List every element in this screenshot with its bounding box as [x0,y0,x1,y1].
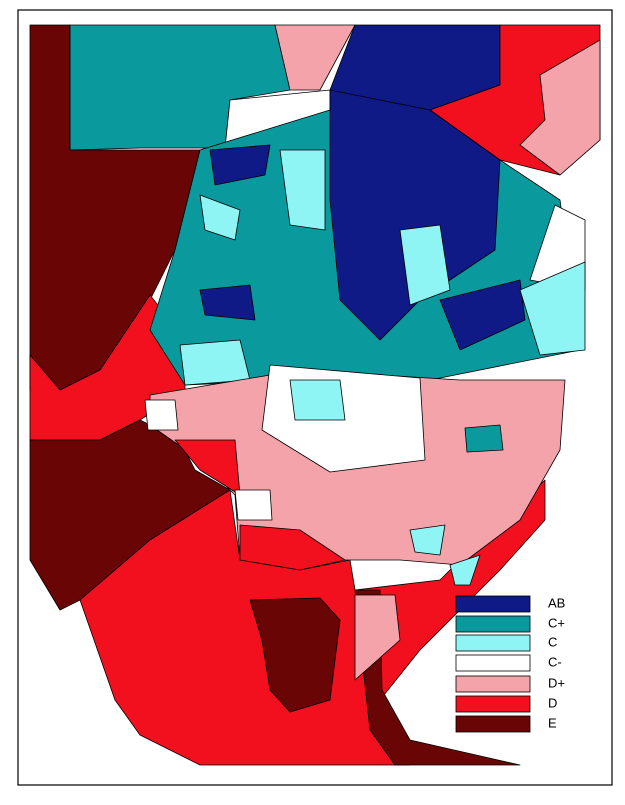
region [439,279,526,351]
region [354,594,401,681]
region [519,261,586,356]
legend-label: C [548,634,557,649]
legend-label: D+ [548,675,565,690]
region [449,554,481,586]
region [199,284,256,321]
legend-label: C- [548,654,562,669]
region [274,24,356,91]
legend-swatch [455,595,531,613]
legend-swatch [455,715,531,733]
legend-swatch [455,675,531,693]
legend-swatch [455,634,531,652]
region [199,194,241,241]
map [29,24,601,766]
region [289,379,346,421]
legend: AB C+ C C- D+ DE [455,595,565,733]
legend-label: C+ [548,615,565,630]
region [239,524,346,571]
legend-swatch [455,615,531,633]
legend-swatch [455,654,531,672]
legend-swatch [455,695,531,713]
legend-label: E [548,715,557,730]
legend-label: AB [548,595,565,610]
region [234,489,273,521]
region [409,524,446,556]
region [144,399,179,431]
region [249,597,341,713]
region [209,144,271,186]
region [519,39,601,176]
legend-label: D [548,695,557,710]
region [179,339,251,386]
region [464,424,504,453]
region [279,149,326,231]
region [399,224,451,306]
